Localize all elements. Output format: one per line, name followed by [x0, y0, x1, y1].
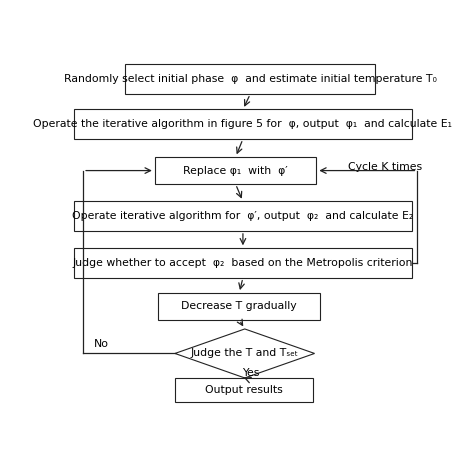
FancyBboxPatch shape — [74, 248, 412, 278]
FancyBboxPatch shape — [125, 65, 375, 94]
Text: Operate iterative algorithm for  φ′, output  φ₂  and calculate E₂: Operate iterative algorithm for φ′, outp… — [73, 211, 413, 221]
Text: Judge whether to accept  φ₂  based on the Metropolis criterion: Judge whether to accept φ₂ based on the … — [73, 258, 413, 268]
FancyBboxPatch shape — [155, 157, 316, 184]
Text: Output results: Output results — [205, 385, 283, 395]
Text: Yes: Yes — [242, 367, 260, 378]
Text: Decrease T gradually: Decrease T gradually — [182, 301, 297, 311]
Text: Replace φ₁  with  φ′: Replace φ₁ with φ′ — [183, 166, 288, 176]
FancyBboxPatch shape — [74, 201, 412, 231]
Text: Operate the iterative algorithm in figure 5 for  φ, output  φ₁  and calculate E₁: Operate the iterative algorithm in figur… — [34, 119, 452, 129]
Text: Cycle K times: Cycle K times — [347, 162, 422, 172]
FancyBboxPatch shape — [158, 293, 320, 320]
FancyBboxPatch shape — [74, 110, 412, 139]
Text: Judge the T and Tₛₑₜ: Judge the T and Tₛₑₜ — [191, 349, 299, 358]
Text: Randomly select initial phase  φ  and estimate initial temperature T₀: Randomly select initial phase φ and esti… — [64, 74, 437, 84]
Text: No: No — [94, 339, 109, 350]
Polygon shape — [175, 329, 315, 378]
FancyBboxPatch shape — [175, 378, 313, 402]
